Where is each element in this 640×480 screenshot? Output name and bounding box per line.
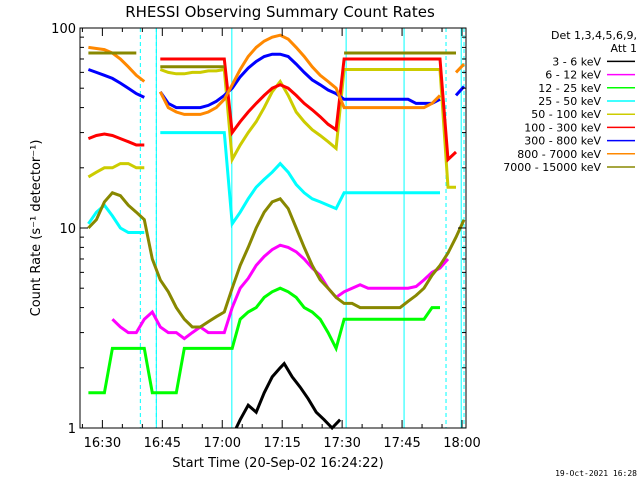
x-tick-label-4: 17:30 [323,436,360,451]
legend-label-0: 3 - 6 keV [552,55,601,68]
series-line-0 [234,361,342,431]
x-tick-label-0: 16:30 [84,436,121,451]
y-axis-label: Count Rate (s⁻¹ detector⁻¹) [29,140,44,317]
legend-label-8: 7000 - 15000 keV [503,161,601,174]
x-axis-ticks: 16:30 16:45 17:00 17:15 17:30 17:45 18:00 [81,28,481,451]
legend-label-5: 100 - 300 keV [524,121,601,134]
series-line-9 [88,51,456,69]
legend-label-1: 6 - 12 keV [545,69,601,82]
x-tick-label-2: 17:00 [204,436,241,451]
legend-label-4: 50 - 100 keV [531,108,601,121]
x-axis-label: Start Time (20-Sep-02 16:24:22) [172,456,383,471]
x-tick-label-3: 17:15 [263,436,300,451]
series-line-7 [88,33,466,116]
y-tick-label-1: 10 [59,222,76,237]
x-tick-label-1: 16:45 [144,436,181,451]
series-line-2 [88,286,440,395]
footer-stamp: 19-Oct-2021 16:28 [555,469,637,478]
legend-label-3: 25 - 50 keV [538,95,601,108]
x-tick-label-6: 18:00 [443,436,480,451]
legend-header-1: Att 1 [611,42,637,55]
x-tick-label-5: 17:45 [383,436,420,451]
legend-label-6: 300 - 800 keV [524,135,601,148]
y-axis-ticks: 1 10 100 [51,22,466,437]
plot-area [79,27,467,431]
legend-label-7: 800 - 7000 keV [517,148,601,161]
series-line-3 [87,131,440,234]
y-tick-label-0: 1 [68,422,76,437]
series-line-4 [87,67,456,189]
chart-title: RHESSI Observing Summary Count Rates [125,3,435,21]
series-line-1 [111,243,450,341]
series-line-8 [87,191,466,329]
series-line-5 [87,57,458,163]
legend-header-0: Det 1,3,4,5,6,9, [551,29,637,42]
legend-label-2: 12 - 25 keV [538,82,601,95]
y-tick-label-2: 100 [51,22,76,37]
